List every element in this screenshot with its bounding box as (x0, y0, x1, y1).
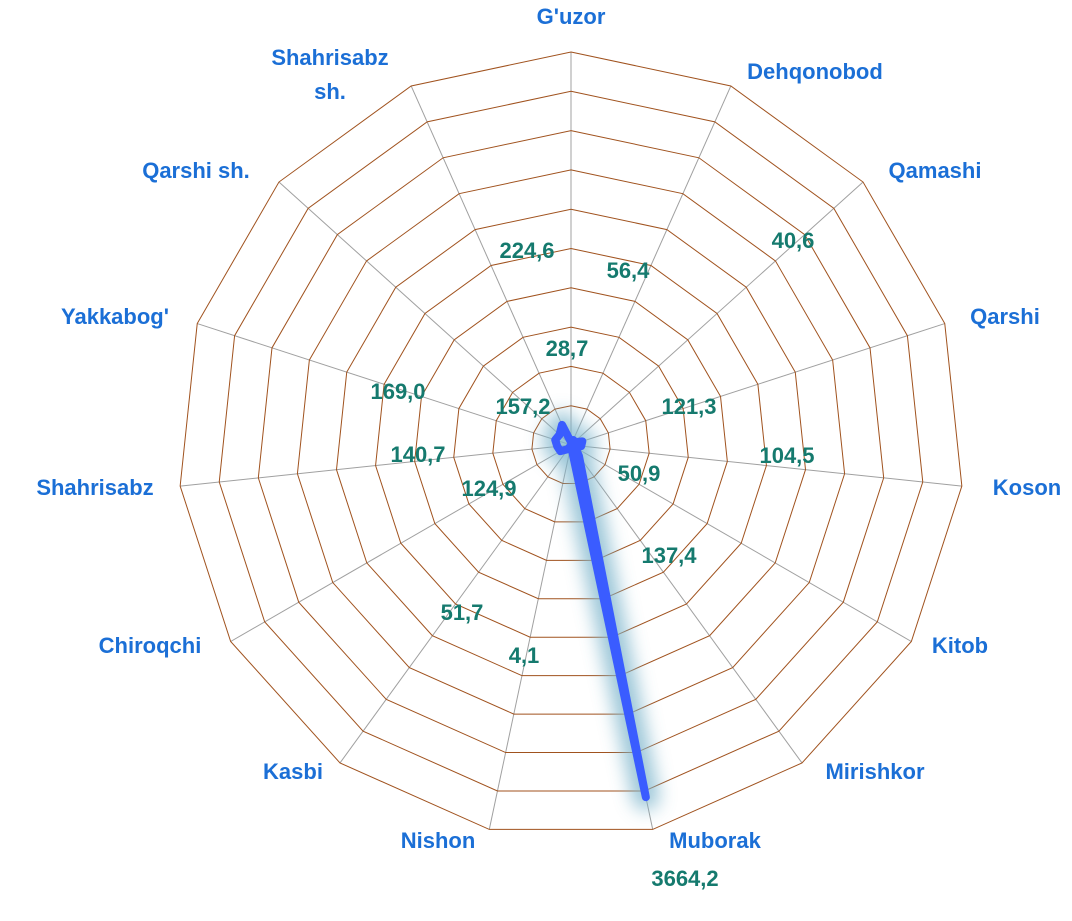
grid-ring (335, 208, 807, 677)
value-label: 169,0 (370, 379, 425, 404)
value-label: 28,7 (546, 336, 589, 361)
value-label: 140,7 (390, 442, 445, 467)
category-label: Koson (993, 475, 1061, 500)
category-label: Kitob (932, 633, 988, 658)
series-line (551, 420, 650, 802)
grid-ring (375, 247, 767, 638)
category-label: Mirishkor (825, 759, 924, 784)
value-label: 124,9 (461, 476, 516, 501)
grid-ring (414, 287, 728, 600)
value-label: 50,9 (618, 461, 661, 486)
value-label: 137,4 (641, 543, 697, 568)
category-label: Chiroqchi (99, 633, 202, 658)
grid-ring (218, 90, 924, 792)
grid-ring (453, 326, 689, 561)
category-label: Dehqonobod (747, 59, 883, 84)
value-label: 224,6 (499, 238, 554, 263)
value-label: 40,6 (772, 228, 815, 253)
grid-ring (492, 365, 650, 523)
category-label: Qamashi (889, 158, 982, 183)
category-label: Qarshi (970, 304, 1040, 329)
category-label: Nishon (401, 828, 476, 853)
category-label: Kasbi (263, 759, 323, 784)
category-label: Shahrisabz sh. (271, 45, 389, 104)
value-label: 121,3 (661, 394, 716, 419)
value-label: 51,7 (441, 600, 484, 625)
grid-ring (257, 130, 885, 754)
value-label: 3664,2 (651, 866, 718, 891)
value-label: 56,4 (607, 258, 651, 283)
value-label: 4,1 (509, 643, 540, 668)
category-label: Yakkabog' (61, 304, 169, 329)
value-label: 157,2 (495, 394, 550, 419)
category-label: Shahrisabz (36, 475, 153, 500)
category-label: Qarshi sh. (142, 158, 250, 183)
value-label: 104,5 (759, 443, 814, 468)
category-label: Muborak (669, 828, 761, 853)
grid-ring (296, 169, 846, 715)
category-label: G'uzor (537, 4, 606, 29)
grid-ring (179, 51, 963, 830)
